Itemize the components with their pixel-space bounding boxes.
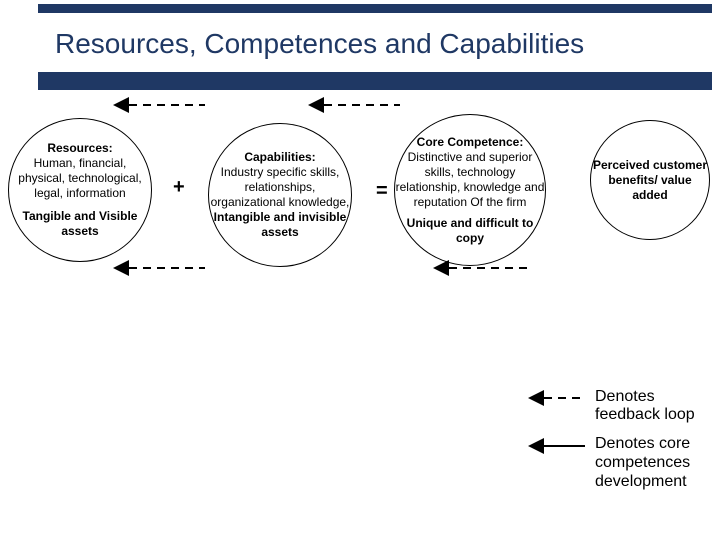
node-resources-body: Human, financial, physical, technologica… [9,156,151,201]
node-capabilities-heading: Capabilities: [244,150,315,165]
node-core-body: Distinctive and superior skills, technol… [395,150,545,210]
node-resources-sub: Tangible and Visible assets [9,209,151,239]
top-rule [38,4,712,13]
node-core-heading: Core Competence: [417,135,524,150]
title-underline [38,72,712,90]
node-resources: Resources: Human, financial, physical, t… [8,118,152,262]
equals-operator: = [376,180,388,203]
legend-feedback-label: Denotes feedback loop [595,388,720,424]
node-perceived-benefits: Perceived customer benefits/ value added [590,120,710,240]
node-perceived-body: Perceived customer benefits/ value added [591,158,709,203]
plus-operator: + [173,176,185,199]
node-core-competence: Core Competence: Distinctive and superio… [394,114,546,266]
node-capabilities-body: Industry specific skills, relationships,… [209,165,351,210]
node-capabilities-sub: Intangible and invisible assets [209,210,351,240]
node-core-sub: Unique and difficult to copy [395,216,545,246]
legend-core-dev-label: Denotes core competences development [595,434,690,492]
node-resources-heading: Resources: [47,141,112,156]
node-capabilities: Capabilities: Industry specific skills, … [208,123,352,267]
page-title: Resources, Competences and Capabilities [55,28,584,60]
